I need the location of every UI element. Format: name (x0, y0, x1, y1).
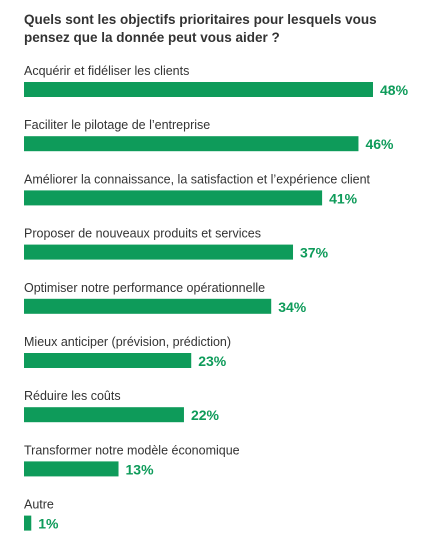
bar (24, 298, 272, 314)
bar (24, 515, 32, 531)
value-label: 13% (126, 461, 155, 477)
value-label: 23% (198, 353, 227, 369)
category-label: Optimiser notre performance opérationnel… (24, 281, 265, 295)
chart-title: Quels sont les objectifs prioritaires po… (24, 12, 377, 45)
value-label: 1% (38, 516, 59, 532)
bar (24, 136, 359, 152)
bar (24, 353, 192, 368)
value-label: 48% (380, 82, 409, 98)
value-label: 41% (329, 190, 358, 206)
category-label: Faciliter le pilotage de l’entreprise (24, 118, 210, 132)
value-label: 46% (365, 136, 394, 152)
category-label: Autre (24, 498, 54, 512)
category-label: Améliorer la connaissance, la satisfacti… (24, 172, 371, 186)
bar (24, 461, 119, 477)
value-label: 22% (191, 407, 220, 423)
category-label: Mieux anticiper (prévision, prédiction) (24, 335, 231, 349)
value-label: 37% (300, 245, 329, 261)
value-label: 34% (278, 299, 307, 315)
category-label: Transformer notre modèle économique (24, 443, 240, 457)
bar (24, 190, 323, 206)
category-label: Acquérir et fidéliser les clients (24, 64, 189, 78)
bar (24, 244, 294, 260)
category-label: Proposer de nouveaux produits et service… (24, 227, 261, 241)
category-label: Réduire les coûts (24, 389, 121, 403)
bar (24, 82, 373, 97)
bar (24, 407, 184, 423)
